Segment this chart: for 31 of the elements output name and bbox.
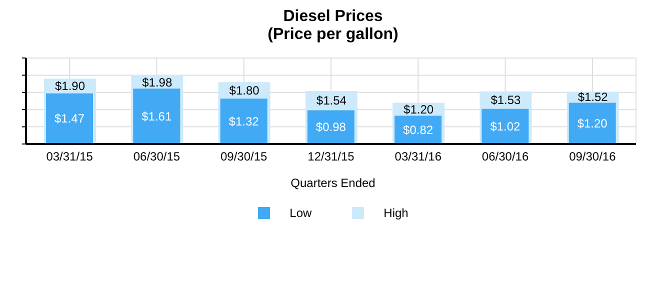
data-label: $1.52 — [578, 90, 608, 104]
data-label: $0.98 — [316, 120, 346, 134]
data-label: $1.61 — [142, 109, 172, 124]
x-tick-label: 06/30/16 — [482, 150, 529, 164]
chart-title: Diesel Prices — [282, 8, 384, 26]
legend-label: High — [384, 206, 408, 220]
data-label: $1.90 — [54, 79, 86, 94]
data-label: $1.47 — [54, 112, 85, 126]
bar — [482, 108, 529, 144]
legend-label: Low — [290, 206, 312, 220]
bar — [568, 102, 616, 144]
data-label: $1.32 — [228, 114, 260, 128]
bar — [220, 98, 268, 144]
x-axis-title: Quarters Ended — [290, 176, 376, 190]
x-tick-label: 09/30/16 — [569, 150, 616, 164]
data-label: $1.20 — [577, 116, 608, 130]
data-label: $1.54 — [316, 94, 347, 108]
data-label: $1.53 — [490, 93, 522, 108]
x-tick-label: 12/31/15 — [308, 150, 355, 164]
data-label: $1.98 — [142, 75, 172, 90]
x-tick-label: 09/30/15 — [220, 150, 268, 164]
data-label: $1.02 — [490, 119, 521, 134]
x-tick-label: 03/31/16 — [394, 150, 442, 164]
data-label: $1.20 — [404, 102, 434, 116]
bar — [133, 88, 180, 144]
bar — [46, 93, 93, 144]
x-tick-label: 06/30/15 — [133, 150, 180, 164]
data-label: $1.80 — [229, 83, 260, 98]
x-tick-label: 03/31/15 — [46, 150, 94, 164]
chart-subtitle: (Price per gallon) — [266, 26, 400, 44]
data-label: $0.82 — [403, 122, 434, 137]
